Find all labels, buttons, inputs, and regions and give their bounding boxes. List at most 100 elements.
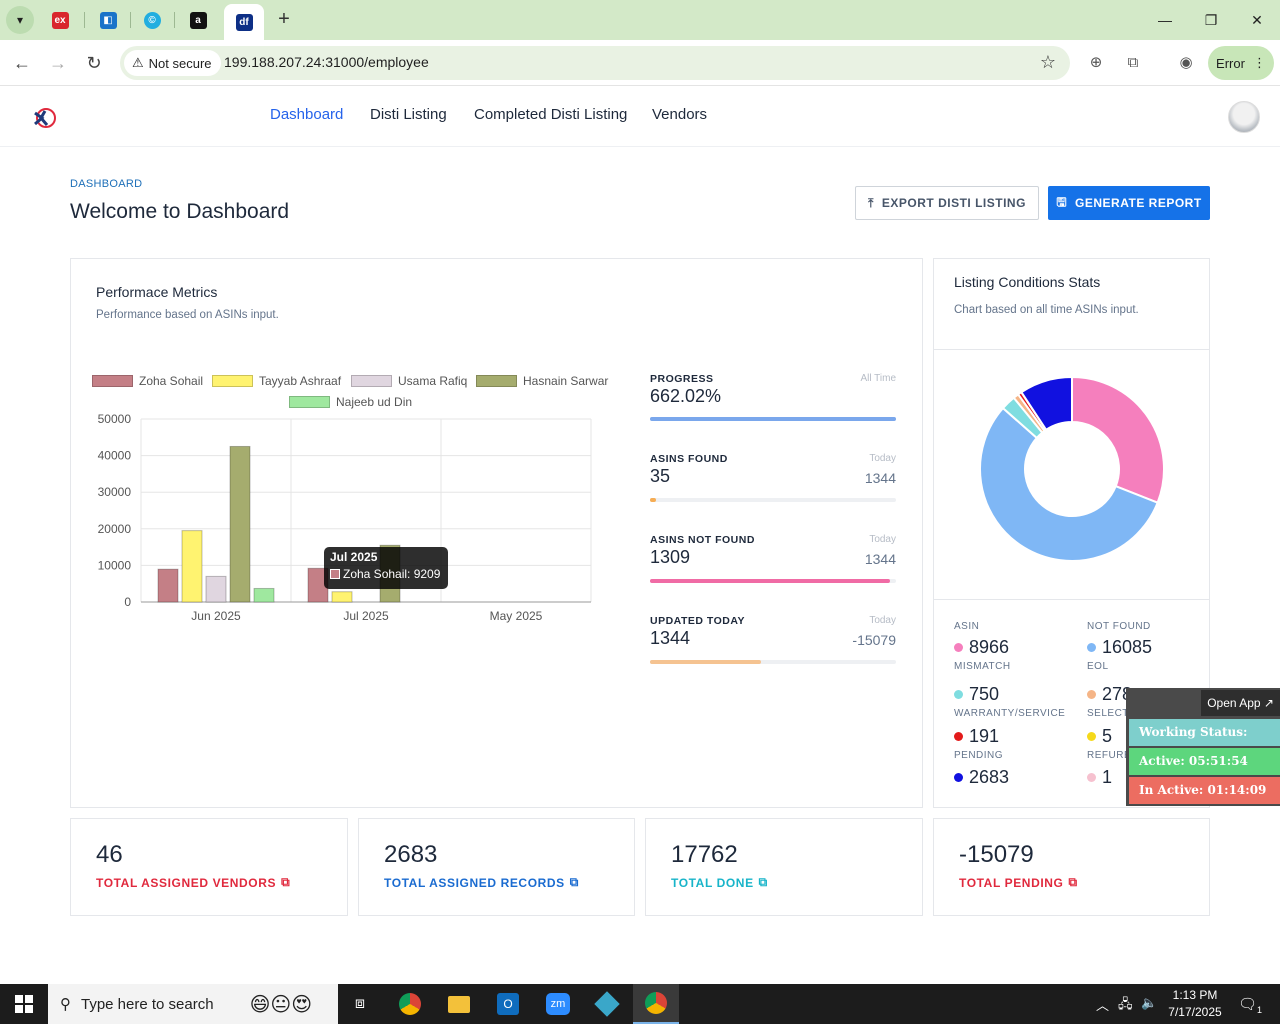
taskbar-search[interactable]: ⚲ Type here to search 😄😐😍 [48,984,338,1024]
tab-ex[interactable]: ex [48,8,72,32]
more-vert-icon: ⋮ [1252,55,1266,70]
browser-toolbar: ← → ↻ ⚠ Not secure 199.188.207.24:31000/… [0,40,1280,86]
summary-label[interactable]: TOTAL PENDING ⧉ [959,875,1078,890]
error-menu-button[interactable]: Error ⋮ [1208,46,1274,80]
summary-card-pending[interactable]: -15079 TOTAL PENDING ⧉ [933,818,1210,916]
close-window-button[interactable]: ✕ [1251,12,1263,28]
export-disti-listing-button[interactable]: ⤒ EXPORT DISTI LISTING [855,186,1039,220]
legend-label: Najeeb ud Din [336,395,413,409]
summary-label[interactable]: TOTAL ASSIGNED RECORDS ⧉ [384,875,579,890]
error-label: Error [1216,55,1245,71]
stat-caption: EOL [1087,661,1109,672]
minimize-button[interactable]: — [1158,12,1172,28]
summary-card-vendors[interactable]: 46 TOTAL ASSIGNED VENDORS ⧉ [70,818,348,916]
donut-slice-asin-mismatch[interactable] [1071,376,1165,504]
legend-usama-rafiq[interactable]: Usama Rafiq [351,374,467,388]
windows-taskbar: ⚲ Type here to search 😄😐😍 ⧈ O zm ︿ 🖧 🔈 1… [0,984,1280,1024]
bar-zoha-sohail[interactable] [157,568,179,603]
tab-app[interactable]: ◧ [96,8,120,32]
donut-slice-pending2[interactable] [1020,376,1073,432]
file-explorer-icon[interactable] [441,990,477,1018]
notification-icon[interactable]: 🗨1 [1238,996,1263,1015]
tab-search-chevron-icon[interactable]: ▾ [6,6,34,34]
ex-favicon: ex [51,11,69,29]
export-label: EXPORT DISTI LISTING [881,196,1026,210]
chrome-icon[interactable] [392,990,428,1018]
generate-report-button[interactable]: 🖫 GENERATE REPORT [1048,186,1210,220]
breadcrumb: DASHBOARD [70,178,143,190]
zoom-icon[interactable]: zm [540,990,576,1018]
nav-dashboard[interactable]: Dashboard [270,106,344,123]
tray-chevron-icon[interactable]: ︿ [1096,998,1110,1013]
tab-df-active[interactable]: df [224,4,264,40]
legend-hasnain-sarwar[interactable]: Hasnain Sarwar [476,374,608,388]
tab-c[interactable]: © [140,8,164,32]
nav-disti-listing[interactable]: Disti Listing [370,106,447,123]
metric-total: -15079 [852,632,896,648]
new-tab-button[interactable]: + [278,8,290,30]
nav-completed-disti-listing[interactable]: Completed Disti Listing [474,106,628,123]
volume-icon[interactable]: 🔈 [1141,995,1158,1010]
app-diamond-icon[interactable] [589,990,625,1018]
bar-tayyab-ashraaf[interactable] [331,591,353,603]
legend-tayyab-ashraaf[interactable]: Tayyab Ashraaf [212,374,341,388]
tooltip-swatch [330,569,340,579]
progress-fill [650,498,657,502]
metric-asins-not-found: ASINS NOT FOUND Today 1309 1344 [650,534,896,584]
open-app-button[interactable]: Open App ↗ [1201,690,1280,716]
translate-icon[interactable]: ⊕ [1089,54,1103,71]
page-title: Welcome to Dashboard [70,200,290,223]
restore-button[interactable]: ❐ [1204,12,1218,28]
legend-najeeb-ud-din[interactable]: Najeeb ud Din [289,395,412,409]
stat-dot [954,643,963,652]
summary-value: 17762 [671,841,738,868]
app-logo-icon[interactable] [33,107,57,129]
bar-hasnain-sarwar[interactable] [229,445,251,603]
user-avatar[interactable] [1228,101,1260,133]
security-chip[interactable]: ⚠ Not secure [124,50,221,76]
active-timer: Active: 05:51:54 [1129,748,1280,775]
nav-vendors[interactable]: Vendors [652,106,708,123]
bar-tayyab-ashraaf[interactable] [181,530,203,603]
legend-zoha-sohail[interactable]: Zoha Sohail [92,374,203,388]
app-favicon: ◧ [99,11,117,29]
forward-icon[interactable]: → [49,53,67,73]
profile-icon[interactable]: ◉ [1179,54,1193,71]
performance-bar-chart[interactable]: 0 10000 20000 30000 40000 50000 Jun 2025 Jul 20… [91,409,601,629]
chrome-active-icon[interactable] [633,984,679,1024]
listing-donut-chart[interactable] [979,376,1165,562]
reload-icon[interactable]: ↻ [86,53,102,73]
bar-najeeb-ud-din[interactable] [253,587,275,603]
external-link-icon: ⧉ [281,875,291,889]
back-icon[interactable]: ← [13,53,31,73]
progress-bar [650,417,896,421]
summary-label[interactable]: TOTAL ASSIGNED VENDORS ⧉ [96,875,291,890]
amazon-favicon: a [189,11,207,29]
address-bar[interactable]: ⚠ Not secure 199.188.207.24:31000/employ… [120,46,1070,80]
metric-asins-found: ASINS FOUND Today 35 1344 [650,453,896,503]
summary-label[interactable]: TOTAL DONE ⧉ [671,875,768,890]
upload-icon: ⤒ [868,195,874,210]
metric-total: 1344 [864,551,896,567]
bookmark-star-icon[interactable]: ☆ [1039,52,1056,72]
taskbar-clock[interactable]: 1:13 PM 7/17/2025 [1160,987,1230,1021]
network-icon[interactable]: 🖧 [1118,996,1133,1011]
df-favicon: df [235,13,253,31]
summary-card-done[interactable]: 17762 TOTAL DONE ⧉ [645,818,923,916]
url-text[interactable]: 199.188.207.24:31000/employee [224,54,429,70]
clock-date: 7/17/2025 [1168,1005,1222,1019]
donut-slice-not-found[interactable] [979,406,1159,562]
summary-card-records[interactable]: 2683 TOTAL ASSIGNED RECORDS ⧉ [358,818,635,916]
stat-caption: ASIN [954,621,980,632]
stat-value: 191 [969,726,1000,746]
task-view-icon[interactable]: ⧈ [354,995,366,1012]
outlook-icon[interactable]: O [490,990,526,1018]
bar-usama-rafiq[interactable] [205,575,227,603]
tooltip-body: Zoha Sohail: 9209 [330,567,442,581]
windows-start-icon[interactable] [0,984,48,1024]
stat-caption: NOT FOUND [1087,621,1151,632]
browser-tabstrip: ▾ ex ◧ © a df + — ❐ ✕ [0,0,1280,40]
extensions-icon[interactable]: ⧉ [1127,54,1139,71]
tab-amazon[interactable]: a [186,8,210,32]
stat-asin-mismatch: ASIN 8966 MISMATCH [954,621,1011,672]
